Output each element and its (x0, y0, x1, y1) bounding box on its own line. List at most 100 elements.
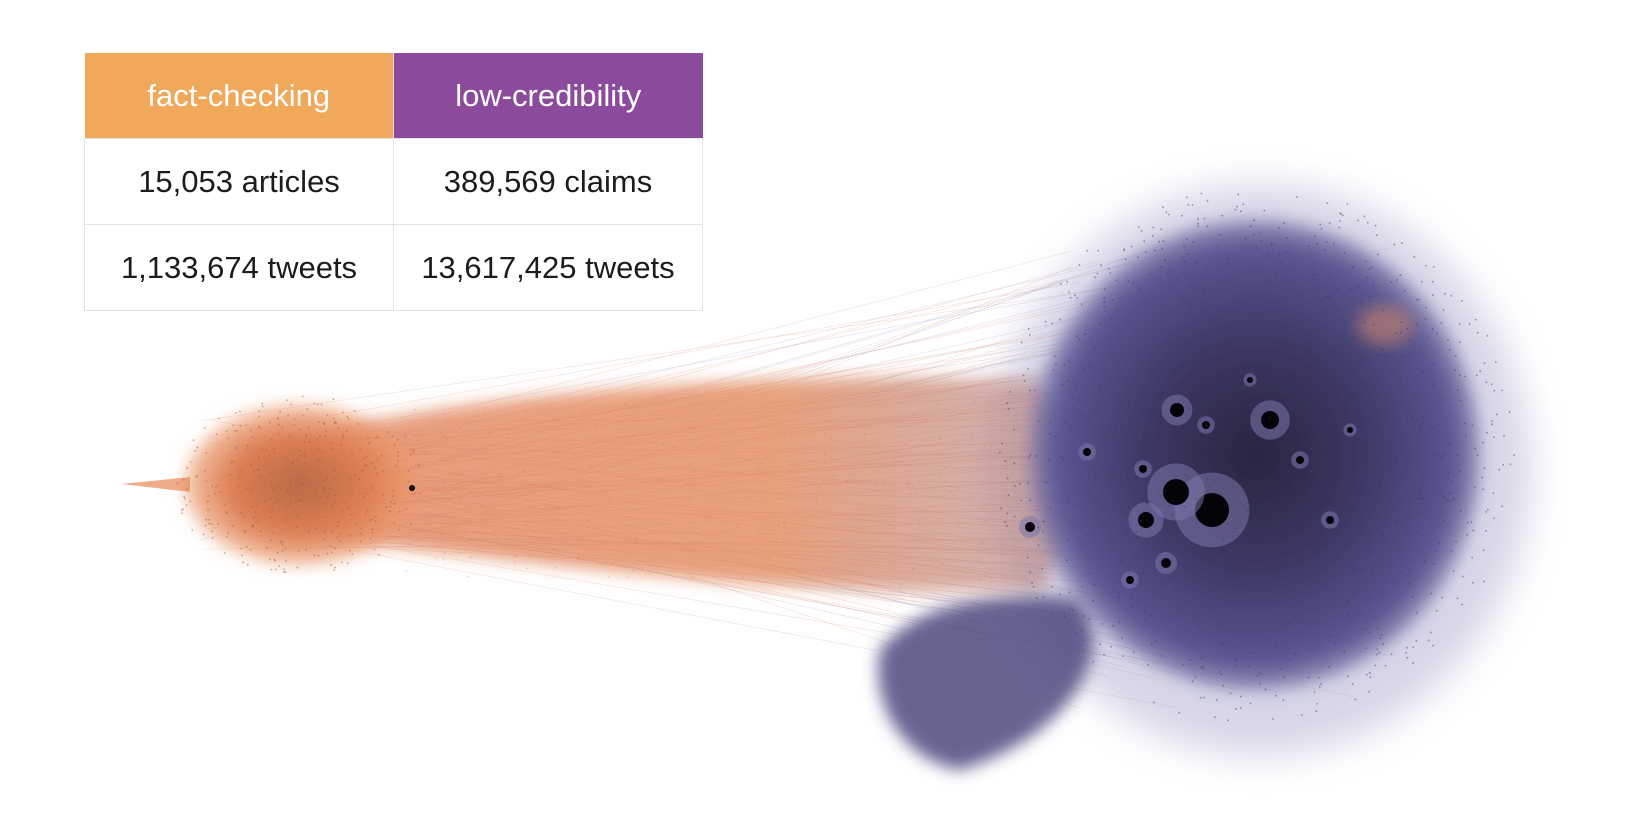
node-dot (1372, 284, 1374, 287)
node-dot (1313, 561, 1316, 564)
node-dot (1256, 675, 1259, 677)
node-dot (1417, 512, 1420, 514)
node-dot (1075, 632, 1077, 635)
node-dot (1361, 486, 1364, 488)
node-dot (1312, 430, 1315, 432)
node-dot (1078, 264, 1081, 266)
node-dot (196, 475, 199, 477)
node-dot (1107, 267, 1110, 270)
node-dot (1356, 401, 1358, 404)
node-dot (1401, 355, 1404, 358)
node-dot (404, 436, 407, 438)
node-dot (299, 454, 302, 457)
node-dot (974, 401, 976, 404)
node-dot (1403, 289, 1406, 292)
node-dot (257, 455, 260, 458)
node-dot (1006, 512, 1008, 515)
node-dot (1251, 392, 1254, 395)
node-dot (184, 497, 186, 500)
node-dot (245, 424, 248, 427)
node-dot (1338, 472, 1341, 475)
node-dot (1070, 469, 1073, 472)
node-dot (377, 436, 380, 439)
node-dot (1277, 327, 1280, 330)
node-dot (1185, 238, 1188, 240)
node-dot (1274, 694, 1277, 697)
node-dot (1466, 534, 1469, 536)
node-dot (796, 529, 799, 531)
node-dot (382, 494, 385, 496)
node-dot (1167, 628, 1170, 631)
node-dot (1242, 593, 1245, 596)
node-dot (1406, 328, 1409, 330)
node-dot (385, 506, 388, 508)
node-dot (1105, 322, 1108, 325)
node-dot (1081, 630, 1084, 633)
node-dot (1482, 549, 1485, 552)
node-dot (787, 531, 790, 534)
node-dot (1178, 633, 1181, 636)
node-dot (1400, 396, 1403, 399)
node-dot (1100, 264, 1102, 267)
node-dot (1494, 361, 1497, 364)
node-dot (1309, 538, 1311, 541)
node-dot (1089, 572, 1091, 575)
node-dot (350, 452, 353, 455)
node-dot (325, 496, 328, 499)
node-dot (296, 459, 298, 462)
node-dot (1192, 241, 1195, 243)
node-dot (1359, 360, 1362, 362)
node-dot (1004, 521, 1006, 523)
node-dot (330, 551, 333, 554)
node-dot (1192, 617, 1195, 620)
node-dot (1482, 488, 1484, 491)
node-dot (1335, 527, 1338, 530)
node-dot (1276, 313, 1278, 316)
node-dot (1272, 718, 1274, 720)
node-dot (1348, 539, 1350, 542)
node-dot (1103, 305, 1106, 308)
node-dot (1135, 439, 1138, 441)
node-dot (1262, 443, 1265, 446)
node-dot (1459, 399, 1462, 402)
node-dot (1164, 430, 1167, 433)
node-dot (1029, 571, 1032, 574)
node-dot (1406, 656, 1409, 659)
node-dot (1450, 294, 1453, 297)
node-dot (1423, 560, 1426, 563)
node-dot (469, 420, 471, 423)
node-dot (1013, 515, 1016, 518)
node-dot (1411, 596, 1414, 598)
node-dot (1229, 604, 1232, 606)
node-dot (1107, 448, 1110, 451)
node-dot (1343, 530, 1346, 533)
node-dot (1458, 470, 1461, 473)
node-dot (1046, 482, 1049, 484)
node-dot (1405, 651, 1408, 654)
node-dot (1360, 568, 1363, 571)
node-dot (1026, 556, 1029, 559)
node-dot (637, 501, 639, 504)
node-dot (856, 502, 859, 505)
node-dot (1266, 587, 1269, 590)
node-dot (1366, 276, 1369, 279)
node-dot (1270, 243, 1273, 246)
node-dot (1424, 317, 1427, 320)
node-dot (1486, 334, 1489, 337)
node-dot (1324, 289, 1327, 291)
hub-node (1138, 512, 1154, 528)
node-dot (406, 459, 409, 462)
node-dot (524, 400, 527, 403)
node-dot (366, 509, 369, 512)
node-dot (789, 470, 791, 473)
node-dot (736, 526, 738, 529)
node-dot (940, 475, 942, 478)
node-dot (1123, 249, 1126, 252)
node-dot (207, 508, 210, 511)
node-dot (1273, 428, 1275, 431)
node-dot (539, 514, 542, 516)
node-dot (1327, 499, 1330, 502)
node-dot (1161, 567, 1163, 569)
node-dot (268, 421, 271, 424)
node-dot (458, 426, 461, 429)
